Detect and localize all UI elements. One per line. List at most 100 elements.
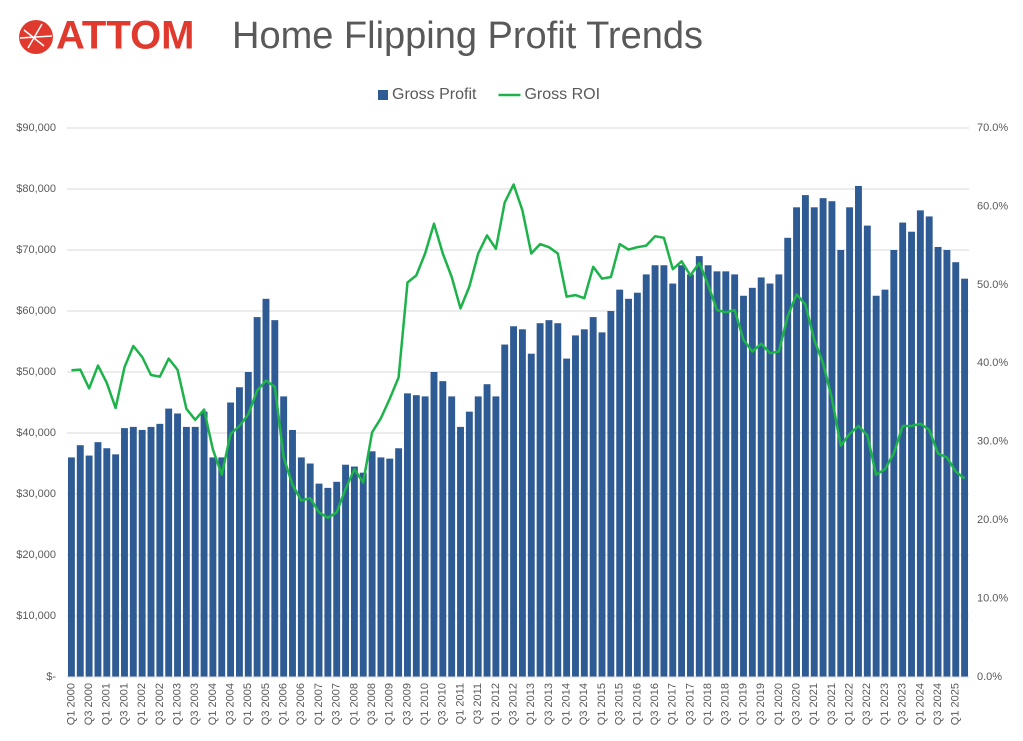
bar [651,265,659,677]
bar [315,483,323,677]
x-tick-label: Q1 2022 [844,683,856,725]
bar [890,250,898,677]
x-tick-label: Q1 2001 [101,683,113,725]
bar [510,326,518,677]
logo-icon [19,20,53,54]
bar [881,289,889,677]
bar [589,317,597,677]
bar [598,332,606,677]
legend-label: Gross ROI [524,86,600,103]
bar [174,413,181,677]
bar [342,464,350,677]
logo: ATTOM [56,14,195,58]
bar [846,207,854,678]
bar [377,457,385,677]
y-tick-label: $20,000 [16,549,56,561]
x-tick-label: Q1 2018 [702,683,714,725]
bar [766,283,774,677]
x-tick-label: Q3 2003 [189,683,201,725]
y2-tick-label: 70.0% [977,122,1008,134]
bar [527,353,535,677]
x-tick-label: Q1 2012 [490,683,502,725]
bar [793,207,801,678]
x-tick-label: Q3 2005 [260,683,272,725]
bar [722,271,730,677]
bar [801,195,809,677]
y-tick-label: $10,000 [16,610,56,622]
bar [448,396,456,677]
bar [147,426,155,677]
x-tick-label: Q1 2005 [242,683,254,725]
x-tick-label: Q1 2002 [136,683,148,725]
bar [580,329,588,677]
y-tick-label: $60,000 [16,305,56,317]
bar [191,426,199,677]
x-tick-label: Q1 2023 [879,683,891,725]
bar [704,265,712,677]
bar [695,256,703,677]
bar [863,225,871,677]
bar [501,344,509,677]
x-tick-label: Q1 2021 [808,683,820,725]
bar [244,372,252,677]
y2-tick-label: 50.0% [977,279,1008,291]
bar [855,185,862,677]
bar [545,320,553,677]
x-tick-label: Q3 2015 [614,683,626,725]
bar [103,448,111,677]
bar [280,396,288,677]
x-tick-label: Q1 2013 [525,683,537,725]
bar [572,335,579,677]
bar [492,396,500,677]
x-tick-label: Q3 2011 [472,683,484,724]
bar [138,429,146,677]
x-tick-label: Q1 2015 [596,683,608,725]
bar [253,317,261,677]
x-tick-label: Q1 2007 [313,683,325,725]
x-tick-label: Q3 2000 [83,683,95,725]
bar [156,423,164,677]
y2-tick-label: 30.0% [977,436,1008,448]
bar [129,426,137,677]
bar [899,222,907,678]
x-tick-label: Q1 2010 [419,683,431,725]
y2-tick-label: 60.0% [977,200,1008,212]
y2-tick-label: 10.0% [977,592,1008,604]
bar [412,395,420,677]
bar [757,277,765,677]
x-tick-label: Q3 2013 [543,683,555,725]
bar [474,396,482,677]
x-tick-label: Q1 2008 [348,683,360,725]
bar [686,274,694,677]
x-tick-label: Q3 2016 [649,683,661,725]
y-tick-label: $50,000 [16,366,56,378]
bar [784,237,792,678]
bar [828,201,836,677]
bar [916,210,924,677]
x-tick-label: Q3 2023 [897,683,909,725]
bar [819,198,827,677]
bar [563,358,571,677]
bar [775,274,783,677]
bar [359,472,367,677]
y-tick-label: $80,000 [16,183,56,195]
bar [209,457,217,677]
bar [271,320,279,677]
legend-label: Gross Profit [392,86,477,103]
bar [289,429,296,677]
x-tick-label: Q1 2011 [454,683,466,724]
x-tick-label: Q3 2010 [437,683,449,725]
bar [85,455,93,677]
bar [625,298,632,677]
bar [121,428,128,677]
bar [740,295,747,677]
bar [748,287,756,677]
bar [182,426,190,677]
bar [616,289,624,677]
bar [908,231,915,677]
x-tick-label: Q3 2002 [154,683,166,725]
x-tick-label: Q3 2022 [861,683,873,725]
bar [943,250,951,677]
bar [465,411,473,677]
